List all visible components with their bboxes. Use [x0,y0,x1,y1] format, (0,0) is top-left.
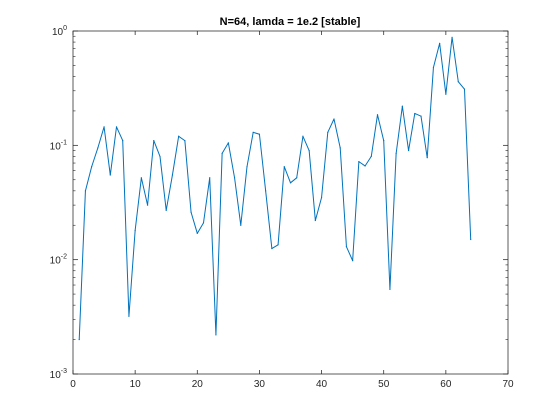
data-point [271,247,273,250]
data-point [233,177,236,179]
x-tick-label: 70 [502,379,514,390]
series-line [78,36,472,340]
y-axis-ticks: 10-3 10-2 10-1 100 [50,25,508,381]
x-tick-label: 10 [130,379,142,390]
data-point [115,126,118,128]
data-point [184,140,186,142]
data-point [414,112,416,115]
data-point [345,246,348,248]
data-point [439,42,441,44]
data-point [190,211,192,213]
data-point [165,209,167,211]
data-point [470,238,472,241]
x-tick-label: 0 [70,379,76,390]
data-point [122,140,124,142]
y-tick-label: 10-2 [50,254,67,267]
data-point [327,131,329,133]
x-tick-label: 20 [192,379,204,390]
plot-area [73,31,508,374]
data-point [146,204,149,206]
data-point [78,338,80,341]
data-point [426,157,428,159]
data-point [103,126,105,128]
data-point [84,190,87,192]
y-tick-label: 10-3 [50,368,67,381]
data-point [140,177,142,179]
chart-title: N=64, lamda = 1e.2 [stable] [220,16,361,28]
data-point [258,133,261,135]
data-point [445,93,447,95]
data-point [128,315,130,317]
data-point [395,152,397,155]
data-point [91,166,93,168]
data-point [178,135,180,137]
y-tick-label: 10-1 [50,139,67,152]
data-point [196,232,198,234]
data-point [277,244,279,246]
data-point [227,142,229,144]
data-point [358,161,360,163]
data-point [314,219,316,222]
data-point [370,155,372,158]
x-tick-label: 60 [440,379,452,390]
data-point [283,166,285,168]
data-point [153,140,155,142]
data-point [451,36,453,38]
x-tick-label: 40 [316,379,328,390]
data-point [457,81,459,83]
x-tick-label: 50 [378,379,390,390]
data-point [265,190,267,192]
data-point [401,105,403,107]
data-point [407,149,410,152]
data-point [364,165,366,167]
data-point [209,177,211,179]
data-point [308,149,310,152]
data-point [289,182,292,184]
data-point [389,288,391,290]
axes-box [72,30,509,375]
data-point [252,131,254,133]
data-point [420,115,422,117]
x-axis-ticks: 0 10 20 30 40 50 60 70 [70,31,514,390]
data-point [109,174,111,176]
data-point [240,224,242,226]
data-point [171,174,174,176]
data-point [97,147,99,149]
data-point [333,118,335,120]
data-point [432,66,435,69]
data-point [202,222,205,224]
data-point [376,114,379,116]
data-point [339,147,341,149]
data-point [463,88,466,90]
x-tick-label: 30 [254,379,266,390]
data-point [352,260,354,262]
y-tick-label: 100 [52,25,67,38]
data-point [383,140,385,142]
data-point [159,155,161,158]
data-point [296,177,298,179]
data-point [134,229,136,232]
data-point [215,334,217,336]
data-point [246,166,248,168]
data-point [320,196,323,199]
data-point [302,135,304,137]
data-point [221,152,223,155]
series-group [78,36,472,341]
axes-frame [72,30,509,375]
